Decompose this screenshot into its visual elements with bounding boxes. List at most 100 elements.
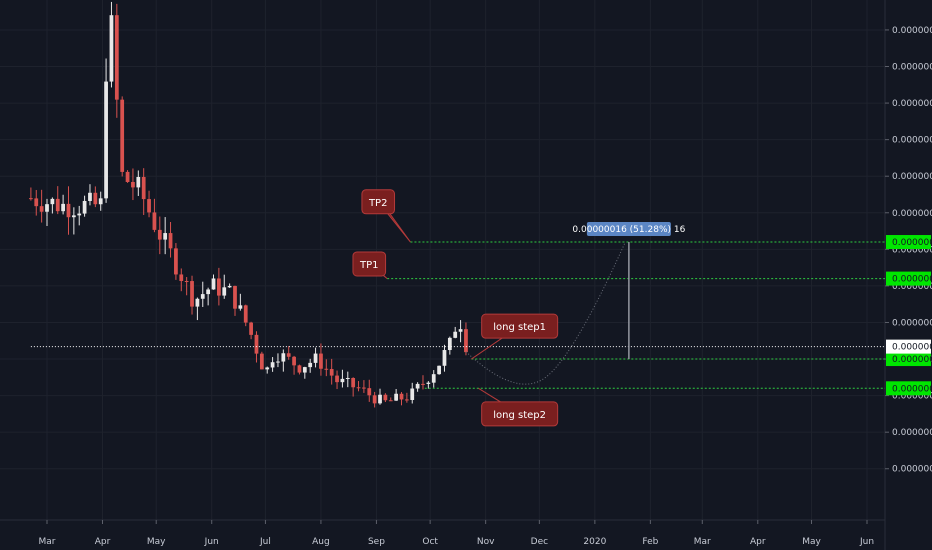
horizontal-levels[interactable] bbox=[30, 241, 885, 389]
candle-body bbox=[152, 212, 157, 230]
candle-body bbox=[82, 200, 87, 214]
candle-body bbox=[227, 285, 232, 288]
price-tick-label: 0.00000035 bbox=[892, 318, 932, 328]
candle-body bbox=[372, 395, 377, 404]
time-tick-label: Nov bbox=[477, 537, 495, 547]
callout-long-step2-label: long step2 bbox=[493, 410, 546, 421]
callouts[interactable]: TP2 TP1 long step1 long step2 bbox=[352, 189, 559, 427]
candle-body bbox=[238, 305, 243, 309]
candle-body bbox=[71, 215, 76, 218]
time-tick-label: Apr bbox=[95, 537, 111, 547]
price-tick-label: 0.00000015 bbox=[892, 465, 932, 475]
candle-body bbox=[383, 394, 388, 401]
candle-body bbox=[104, 81, 108, 199]
candle-body bbox=[114, 15, 119, 100]
candle-body bbox=[157, 229, 162, 240]
price-tick-label: 0.00000075 bbox=[892, 26, 932, 36]
price-tick-label: 0.00000040 bbox=[892, 282, 932, 292]
callout-long-step2[interactable]: long step2 bbox=[478, 387, 559, 427]
candle-body bbox=[356, 387, 361, 389]
candle-body bbox=[431, 374, 436, 383]
candle-body bbox=[174, 248, 178, 275]
candle-body bbox=[394, 393, 399, 401]
candle-body bbox=[340, 378, 345, 383]
candle-body bbox=[147, 199, 151, 213]
candle-body bbox=[453, 331, 458, 338]
time-tick-label: Mar bbox=[39, 537, 56, 547]
time-tick-label: Feb bbox=[642, 537, 658, 547]
price-tag-label: 0.00000041 bbox=[892, 275, 932, 285]
measure-label: 0.00000016 (51.28%) 16 bbox=[572, 225, 685, 235]
candle-body bbox=[302, 367, 307, 373]
callout-tp1[interactable]: TP1 bbox=[352, 251, 388, 279]
time-tick-label: May bbox=[802, 537, 821, 547]
candle-body bbox=[447, 337, 452, 351]
callout-tp1-label: TP1 bbox=[359, 260, 379, 271]
price-tick-label: 0.00000060 bbox=[892, 136, 932, 146]
time-tick-label: May bbox=[147, 537, 166, 547]
candle-body bbox=[50, 198, 55, 205]
candle-body bbox=[308, 362, 313, 368]
time-tick-label: 2020 bbox=[583, 537, 606, 547]
time-tick-label: Jul bbox=[259, 537, 271, 547]
candle-body bbox=[98, 198, 103, 205]
candle-body bbox=[464, 329, 468, 353]
candle-body bbox=[410, 388, 415, 400]
time-tick-label: Dec bbox=[531, 537, 548, 547]
time-tick-label: Mar bbox=[694, 537, 711, 547]
candle-body bbox=[163, 233, 168, 240]
callout-long-step1[interactable]: long step1 bbox=[471, 313, 559, 360]
time-tick-label: Jun bbox=[204, 537, 219, 547]
callout-long-step2-box bbox=[481, 401, 559, 427]
candle-body bbox=[216, 278, 221, 296]
candle-body bbox=[297, 365, 302, 373]
price-tag-label: 0.00000032 bbox=[892, 343, 932, 353]
candle-body bbox=[367, 388, 372, 396]
candle-body bbox=[319, 353, 323, 369]
callout-tp2-box bbox=[361, 189, 396, 215]
candle-series bbox=[29, 1, 468, 408]
time-axis[interactable]: Mar Apr May Jun Jul Aug Sep Oct Nov Dec 2020 Feb Mar… bbox=[0, 519, 885, 547]
price-tag-box bbox=[886, 271, 931, 286]
price-tick-label: 0.00000065 bbox=[892, 99, 932, 109]
measure-label-box bbox=[586, 222, 671, 237]
candle-body bbox=[233, 285, 237, 309]
price-tag-label: 0.00000046 bbox=[892, 238, 932, 248]
candle-body bbox=[265, 367, 270, 370]
candle-body bbox=[93, 192, 98, 205]
candle-body bbox=[442, 350, 447, 366]
candle-body bbox=[120, 99, 125, 172]
callout-long-step1-box bbox=[481, 313, 559, 339]
candle-body bbox=[378, 394, 382, 404]
candle-body bbox=[335, 375, 339, 383]
candle-body bbox=[77, 213, 82, 216]
candle-body bbox=[55, 198, 60, 212]
candle-body bbox=[206, 289, 211, 295]
candle-body bbox=[324, 368, 329, 370]
candle-body bbox=[125, 171, 130, 182]
candle-body bbox=[292, 356, 296, 366]
candle-body bbox=[458, 329, 463, 332]
price-measure[interactable]: 0.00000016 (51.28%) 16 bbox=[572, 222, 686, 360]
price-tag-label: 0.00000026 bbox=[892, 384, 932, 394]
candle-body bbox=[345, 377, 350, 379]
candle-body bbox=[286, 353, 291, 357]
candle-body bbox=[426, 382, 431, 384]
candle-body bbox=[61, 203, 65, 212]
price-tags: 0.00000046 0.00000041 0.00000030 0.00000026… bbox=[886, 235, 932, 396]
price-tick-label: 0.00000050 bbox=[892, 209, 932, 219]
price-tick-label: 0.00000070 bbox=[892, 63, 932, 73]
candle-body bbox=[404, 399, 409, 401]
candle-body bbox=[254, 334, 259, 354]
callout-tp2-label: TP2 bbox=[368, 198, 388, 209]
callout-long-step1-label: long step1 bbox=[493, 322, 546, 333]
time-tick-label: Oct bbox=[422, 537, 438, 547]
candle-body bbox=[109, 15, 114, 82]
candle-body bbox=[421, 383, 425, 385]
candle-body bbox=[200, 294, 205, 299]
callout-tp2[interactable]: TP2 bbox=[361, 189, 411, 243]
chart-grid bbox=[0, 0, 885, 520]
time-tick-label: Aug bbox=[312, 537, 330, 547]
